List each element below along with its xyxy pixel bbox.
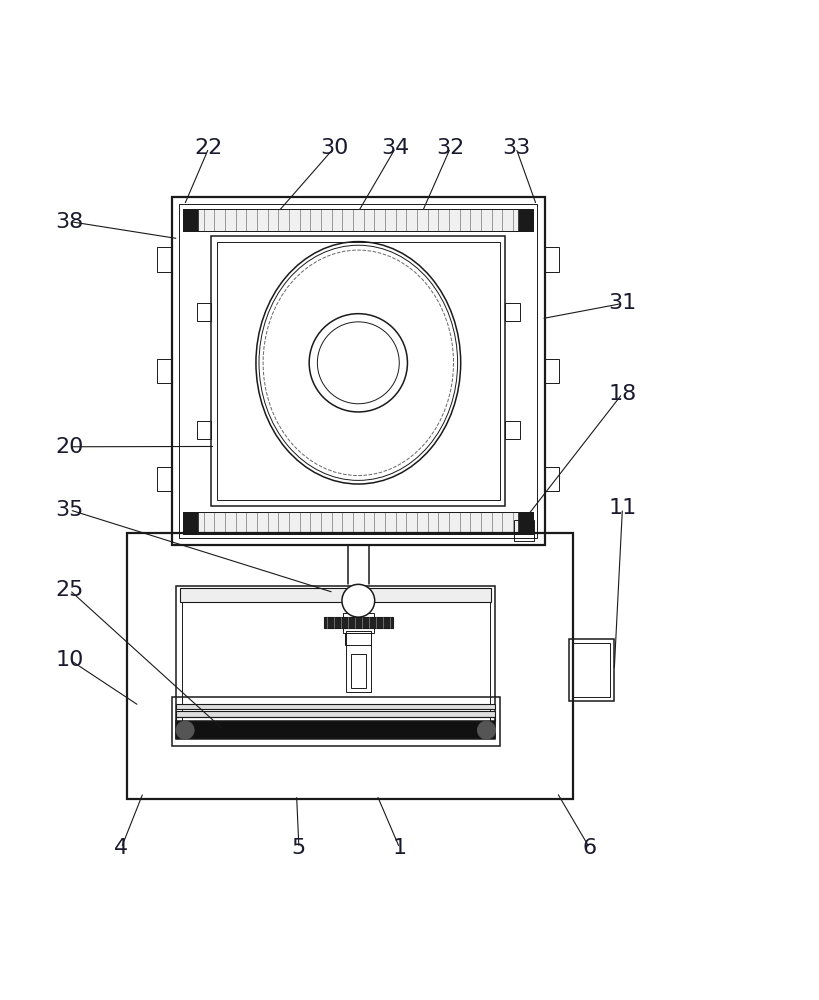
Text: 35: 35 [56, 500, 84, 520]
Text: 5: 5 [292, 838, 306, 858]
Text: 31: 31 [609, 293, 636, 313]
Bar [505, 421, 520, 439]
Bar [176, 717, 495, 721]
Bar [324, 617, 393, 628]
Text: 22: 22 [195, 138, 223, 158]
Text: 30: 30 [320, 138, 348, 158]
Bar [211, 236, 505, 506]
Bar [346, 631, 370, 692]
Bar [179, 204, 537, 538]
Bar [545, 359, 559, 383]
Bar [182, 592, 490, 732]
Text: 6: 6 [582, 838, 597, 858]
Bar [351, 654, 366, 688]
Bar [157, 247, 172, 272]
Bar [176, 704, 495, 709]
Bar [198, 512, 518, 534]
Bar [518, 209, 533, 231]
Bar [198, 209, 518, 231]
Text: 20: 20 [56, 437, 84, 457]
Bar [505, 303, 520, 321]
Bar [157, 467, 172, 491]
Bar [176, 586, 495, 738]
Bar [183, 209, 533, 231]
Text: 34: 34 [382, 138, 410, 158]
Bar [176, 721, 495, 739]
Text: 38: 38 [56, 212, 84, 232]
Text: 11: 11 [609, 498, 636, 518]
Bar [127, 533, 573, 799]
Text: 33: 33 [502, 138, 530, 158]
Bar [518, 512, 533, 534]
Bar [183, 512, 198, 534]
Text: 4: 4 [114, 838, 129, 858]
Circle shape [176, 721, 194, 739]
Bar [346, 633, 372, 645]
Circle shape [477, 721, 495, 739]
Circle shape [342, 584, 375, 617]
Text: 25: 25 [56, 580, 84, 600]
Bar [573, 643, 610, 697]
Bar [180, 588, 491, 602]
Bar [183, 512, 533, 534]
Bar [197, 303, 211, 321]
Bar [569, 639, 614, 701]
Bar [172, 697, 500, 746]
Text: 10: 10 [56, 650, 84, 670]
Bar [176, 711, 495, 717]
Bar [342, 613, 373, 633]
Bar [197, 421, 211, 439]
Bar [183, 209, 198, 231]
Text: 1: 1 [392, 838, 407, 858]
Text: 32: 32 [437, 138, 464, 158]
Bar [514, 520, 534, 541]
Bar [545, 247, 559, 272]
Bar [217, 242, 500, 500]
Bar [545, 467, 559, 491]
Bar [157, 359, 172, 383]
Bar [172, 197, 545, 545]
Text: 18: 18 [609, 384, 636, 404]
